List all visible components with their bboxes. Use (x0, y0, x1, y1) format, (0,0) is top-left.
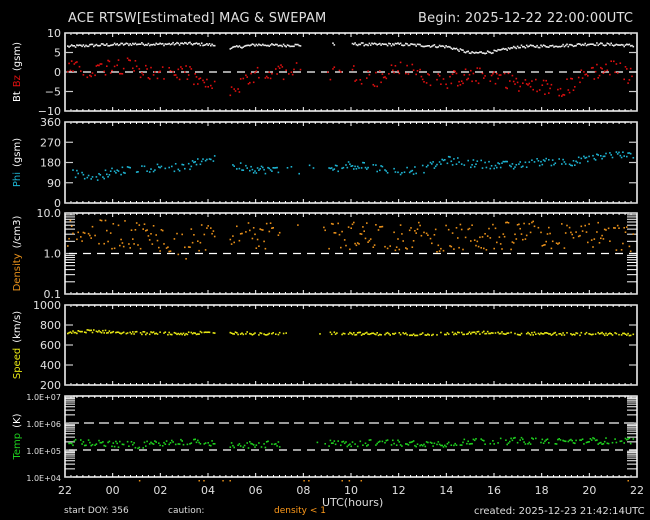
x-axis-label: UTC(hours) (322, 496, 384, 509)
panel-phi: 0 90 180 270 360 Phi(gsm) (12, 116, 638, 210)
series-speed (67, 329, 635, 337)
ylabel-speed: Speed(km/s) (12, 311, 23, 379)
svg-text:02: 02 (153, 484, 167, 497)
svg-text:22: 22 (630, 484, 644, 497)
series-temp (68, 436, 635, 450)
created-time: created: 2025-12-23 21:42:14UTC (474, 506, 645, 517)
svg-text:16: 16 (487, 484, 501, 497)
start-doy: start DOY: 356 (64, 506, 129, 516)
ylabel-phi: Phi(gsm) (12, 138, 23, 187)
panel-temp: 1.0E+04 1.0E+05 1.0E+06 1.0E+07 Temp(K) (12, 393, 638, 483)
svg-text:10: 10 (47, 27, 61, 40)
svg-text:400: 400 (40, 359, 61, 372)
svg-text:0: 0 (54, 66, 61, 79)
ylabel-temp: Temp(K) (12, 413, 23, 460)
svg-text:1.0E+05: 1.0E+05 (26, 447, 61, 456)
svg-text:10.0: 10.0 (37, 207, 62, 220)
svg-text:800: 800 (40, 319, 61, 332)
svg-text:1000: 1000 (33, 299, 61, 312)
svg-text:06: 06 (249, 484, 263, 497)
panel-mag_bt_bz: −10 −5 0 5 10 BtBz(gsm) (12, 27, 638, 118)
panel-density: 0.1 1.0 10.0 Density(/cm3) (12, 207, 638, 301)
svg-text:360: 360 (40, 116, 61, 129)
svg-text:00: 00 (106, 484, 120, 497)
svg-text:14: 14 (439, 484, 453, 497)
svg-text:180: 180 (40, 157, 61, 170)
svg-text:−10: −10 (38, 105, 61, 118)
svg-text:04: 04 (201, 484, 215, 497)
svg-text:600: 600 (40, 339, 61, 352)
svg-text:20: 20 (582, 484, 596, 497)
svg-text:−5: −5 (45, 86, 61, 99)
series-bt (67, 41, 635, 55)
x-axis-ticks: 22 00 02 04 06 08 10 12 14 16 18 20 22 (58, 480, 644, 497)
svg-text:1.0E+07: 1.0E+07 (26, 393, 61, 402)
caution-label: caution: (168, 506, 205, 516)
series-density (67, 219, 635, 260)
begin-time: Begin: 2025-12-22 22:00:00UTC (418, 11, 634, 26)
svg-text:12: 12 (392, 484, 406, 497)
svg-text:1.0E+06: 1.0E+06 (26, 420, 61, 429)
svg-text:1.0E+04: 1.0E+04 (26, 474, 61, 483)
svg-text:08: 08 (296, 484, 310, 497)
series-phi (72, 151, 635, 181)
series-bz (67, 57, 633, 97)
ylabel-mag_bt_bz: BtBz(gsm) (12, 42, 23, 102)
panel-speed: 200 400 600 800 1000 Speed(km/s) (12, 299, 638, 392)
svg-text:5: 5 (54, 47, 61, 60)
svg-text:0.1: 0.1 (44, 288, 62, 301)
svg-text:200: 200 (40, 379, 61, 392)
svg-text:10: 10 (344, 484, 358, 497)
density-warning: density < 1 (274, 506, 326, 516)
svg-text:18: 18 (535, 484, 549, 497)
svg-text:90: 90 (47, 177, 61, 190)
chart-title: ACE RTSW[Estimated] MAG & SWEPAM (68, 11, 327, 26)
svg-text:1.0: 1.0 (44, 248, 62, 261)
svg-text:22: 22 (58, 484, 72, 497)
ylabel-density: Density(/cm3) (12, 216, 23, 292)
svg-text:0: 0 (54, 197, 61, 210)
svg-text:270: 270 (40, 136, 61, 149)
